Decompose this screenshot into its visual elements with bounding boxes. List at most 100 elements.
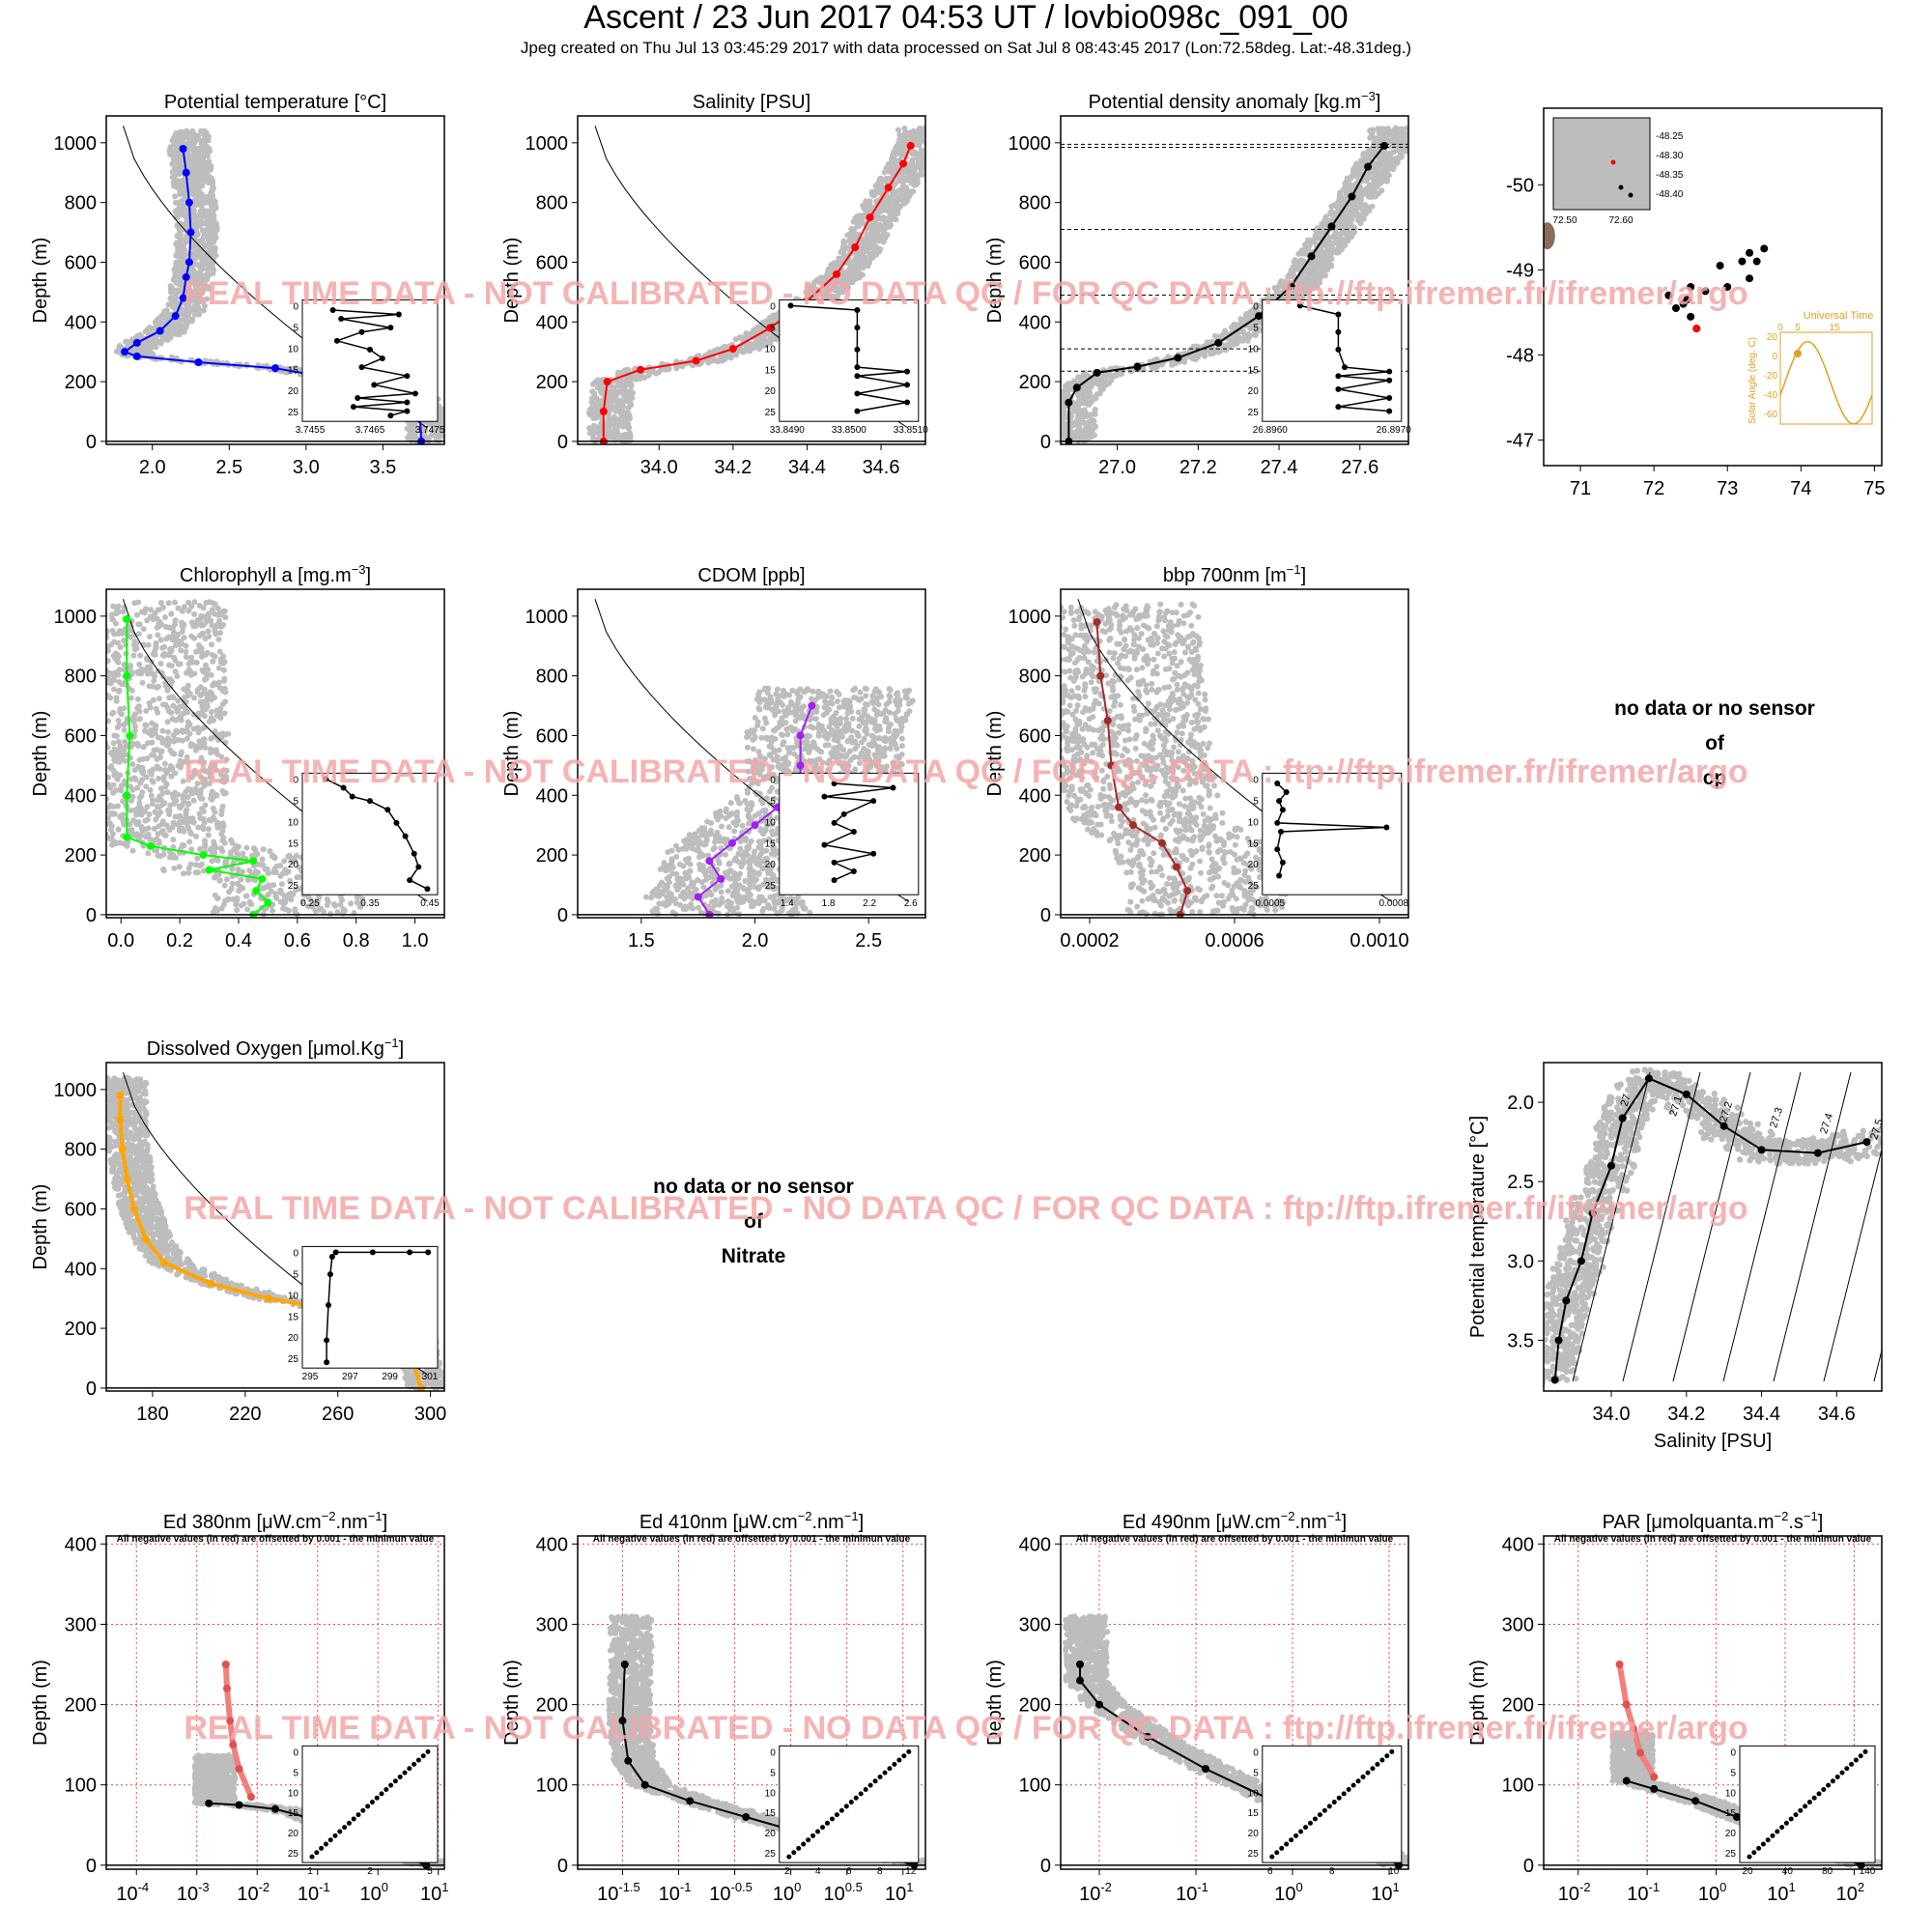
profile-point [866, 213, 874, 222]
figure-title: Ascent / 23 Jun 2017 04:53 UT / lovbio09… [583, 0, 1349, 36]
climatology-point [1290, 270, 1296, 277]
climatology-point [872, 235, 879, 242]
x-tick-label: 2.5 [215, 457, 242, 478]
climatology-point [1087, 419, 1094, 426]
climatology-point [197, 265, 204, 271]
climatology-point [1091, 395, 1097, 402]
climatology-point [868, 191, 875, 198]
inset-point [1335, 346, 1342, 353]
profile-point [1255, 312, 1264, 321]
climatology-point [612, 417, 619, 424]
climatology-point [176, 159, 183, 166]
climatology-point [1052, 424, 1058, 430]
climatology-point [1382, 157, 1389, 164]
climatology-point [1341, 227, 1348, 234]
climatology-point [1294, 284, 1301, 291]
climatology-point [722, 355, 728, 362]
inset-point [1386, 377, 1393, 384]
climatology-point [608, 417, 614, 424]
track-point [1746, 248, 1754, 257]
sun-inset-title: Universal Time [1804, 310, 1874, 322]
climatology-point [1295, 266, 1302, 272]
y-tick-label: -50 [1506, 175, 1534, 196]
sun-inset-ylabel: Solar Angle (deg. C) [1747, 337, 1758, 424]
climatology-point [1348, 182, 1354, 188]
climatology-point [188, 143, 195, 150]
climatology-point [929, 129, 935, 135]
climatology-point [211, 213, 217, 219]
climatology-point [1361, 202, 1368, 209]
climatology-point [1406, 129, 1408, 136]
climatology-point [194, 275, 201, 282]
climatology-point [831, 260, 838, 267]
climatology-point [1305, 283, 1312, 290]
inset-map-xtick: 72.60 [1608, 215, 1633, 226]
profile-point [1287, 282, 1295, 291]
climatology-point [852, 276, 859, 283]
climatology-point [1165, 354, 1172, 360]
climatology-point [1316, 264, 1322, 270]
y-tick-label: 0 [86, 432, 97, 453]
y-tick-label: 200 [1019, 372, 1051, 393]
climatology-point [1063, 430, 1069, 437]
inset-point [387, 412, 394, 419]
climatology-point [848, 225, 855, 232]
climatology-point [746, 346, 753, 353]
climatology-point [916, 130, 923, 137]
climatology-point [176, 225, 183, 232]
x-tick-label: 27.4 [1261, 457, 1298, 478]
climatology-point [626, 382, 633, 388]
climatology-point [1061, 399, 1066, 406]
x-tick-label: 75 [1863, 478, 1885, 499]
profile-point [1307, 252, 1316, 261]
x-tick-label: 2.0 [139, 457, 166, 478]
inset-point [854, 325, 861, 331]
profile-point [179, 145, 187, 153]
climatology-point [207, 166, 213, 173]
climatology-point [1265, 292, 1272, 298]
climatology-point [1321, 219, 1327, 226]
track-point [1738, 257, 1747, 266]
x-tick-label: 3.0 [293, 457, 320, 478]
climatology-point [190, 797, 197, 804]
climatology-point [208, 202, 214, 209]
inset-map-xtick: 72.50 [1552, 215, 1577, 226]
climatology-point [925, 132, 931, 138]
climatology-point [1054, 430, 1060, 436]
climatology-point [199, 175, 206, 182]
climatology-point [1328, 263, 1335, 270]
climatology-point [106, 725, 108, 732]
climatology-point [901, 140, 908, 147]
climatology-point [856, 256, 863, 263]
climatology-point [743, 330, 750, 337]
climatology-point [208, 243, 214, 250]
climatology-point [193, 228, 200, 235]
climatology-point [1303, 278, 1310, 285]
climatology-point [623, 397, 630, 404]
climatology-point [1378, 187, 1385, 194]
climatology-point [867, 226, 874, 233]
climatology-point [1346, 187, 1352, 194]
climatology-point [1208, 351, 1214, 357]
climatology-point [1328, 203, 1335, 210]
climatology-point [759, 343, 766, 350]
inset-point [358, 328, 365, 335]
climatology-point [1076, 426, 1083, 433]
climatology-point [1312, 227, 1319, 234]
climatology-point [885, 175, 892, 182]
climatology-point [1052, 413, 1058, 419]
climatology-point [1061, 428, 1063, 434]
climatology-point [1388, 143, 1395, 150]
climatology-point [847, 273, 854, 280]
profile-point [121, 348, 129, 356]
climatology-point [645, 372, 652, 379]
profile-point [1174, 354, 1182, 362]
climatology-point [1077, 419, 1084, 426]
climatology-point [166, 148, 173, 155]
climatology-point [1071, 406, 1078, 412]
climatology-point [620, 403, 627, 410]
climatology-point [817, 277, 824, 284]
climatology-point [803, 289, 810, 296]
climatology-point [1313, 274, 1320, 281]
